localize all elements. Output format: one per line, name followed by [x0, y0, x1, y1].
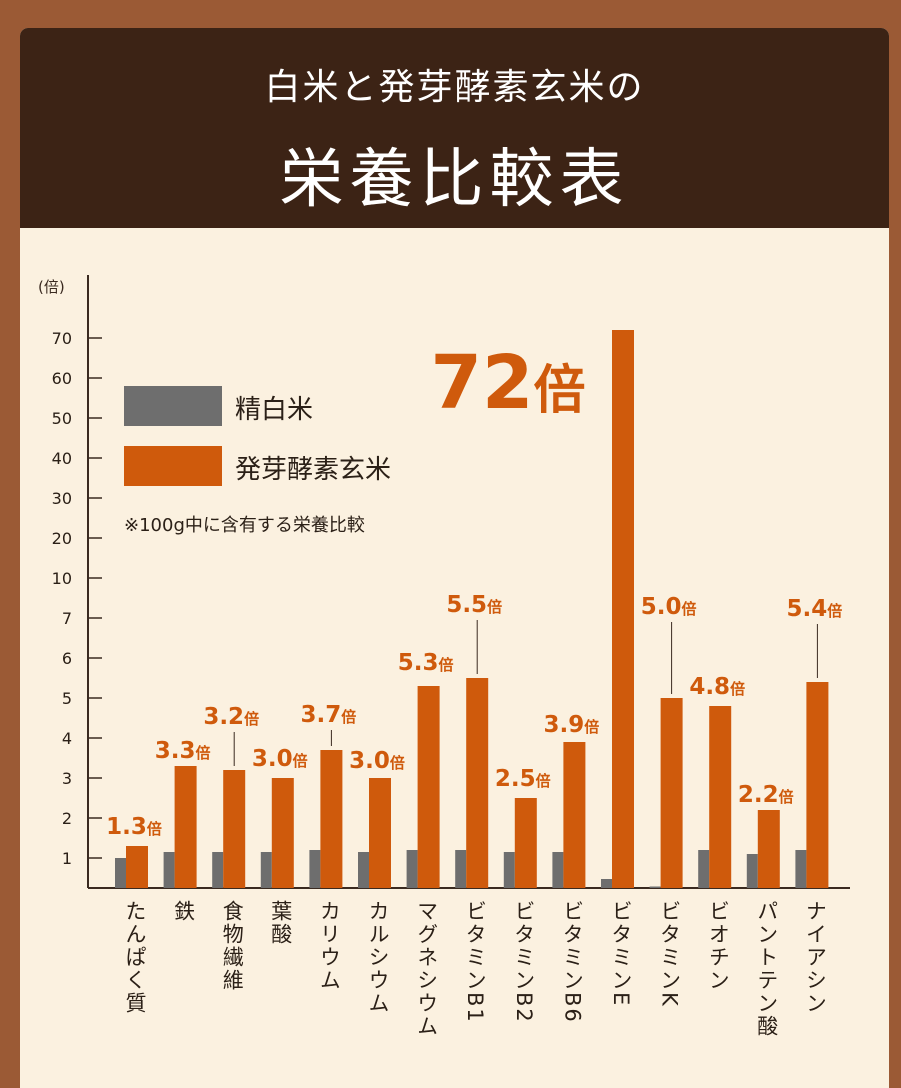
y-tick-label: 60: [52, 369, 72, 388]
data-label: 1.3倍: [106, 814, 162, 840]
y-axis-unit-label: (倍): [38, 278, 65, 296]
data-label: 3.0倍: [349, 748, 405, 774]
chart-panel: 白米と発芽酵素玄米の 栄養比較表: [20, 28, 889, 1088]
category-label: ビタミンE: [609, 900, 633, 1008]
bar-white-rice: [260, 852, 272, 888]
bar-white-rice: [358, 852, 369, 888]
y-tick-label: 10: [52, 569, 72, 588]
bar-brown-rice: [369, 778, 391, 888]
y-tick-label: 70: [52, 329, 72, 348]
data-label: 3.3倍: [155, 738, 211, 764]
bar-white-rice: [649, 886, 661, 888]
bar-brown-rice: [806, 682, 829, 888]
bar-brown-rice: [514, 798, 537, 888]
bar-brown-rice: [563, 742, 586, 888]
data-label: 5.4倍: [787, 596, 843, 622]
category-label: たんぱく質: [123, 900, 147, 1015]
y-tick-label: 30: [52, 489, 72, 508]
bar-brown-rice: [271, 778, 294, 888]
bar-white-rice: [552, 852, 564, 888]
y-tick-label: 7: [62, 609, 72, 628]
chart-header: 白米と発芽酵素玄米の 栄養比較表: [20, 28, 889, 228]
category-label: 葉酸: [268, 900, 293, 946]
chart-title-line1: 白米と発芽酵素玄米の: [264, 67, 645, 108]
data-label: 4.8倍: [689, 674, 745, 700]
category-label: ビタミンK: [657, 900, 682, 1008]
data-label: 5.3倍: [398, 650, 454, 676]
bar-white-rice: [601, 879, 612, 888]
bar-brown-rice: [174, 766, 197, 888]
category-label: ビタミンB6: [560, 900, 585, 1024]
legend-label-brown-rice: 発芽酵素玄米: [235, 455, 391, 485]
category-label: カルシウム: [366, 900, 390, 1015]
bar-brown-rice: [709, 706, 732, 888]
category-label: ビタミンB2: [511, 900, 536, 1024]
bar-white-rice: [455, 850, 467, 888]
data-label: 3.9倍: [544, 712, 600, 738]
y-tick-label: 20: [52, 529, 72, 548]
y-tick-label: 2: [62, 809, 72, 828]
category-label: ビタミンB1: [463, 900, 488, 1024]
data-label: 5.0倍: [641, 594, 697, 620]
data-label: 2.5倍: [495, 766, 551, 792]
data-label: 3.2倍: [203, 704, 259, 730]
bar-white-rice: [309, 850, 321, 888]
data-label: 3.0倍: [252, 746, 308, 772]
y-tick-label: 5: [62, 689, 72, 708]
category-label: マグネシウム: [414, 900, 439, 1038]
bar-brown-rice: [660, 698, 683, 888]
legend-swatch-brown-rice: [124, 446, 222, 486]
category-label: カリウム: [317, 900, 342, 992]
data-label: 2.2倍: [738, 782, 794, 808]
chart-title-line2: 栄養比較表: [279, 143, 630, 217]
y-tick-label: 40: [52, 449, 72, 468]
bar-white-rice: [163, 852, 175, 888]
bar-brown-rice: [417, 686, 440, 888]
legend-swatch-white-rice: [124, 386, 222, 426]
category-label: ナイアシン: [803, 900, 828, 1015]
data-label-big: 72倍: [431, 340, 586, 426]
bar-white-rice: [503, 852, 515, 888]
y-tick-label: 4: [62, 729, 72, 748]
category-label: パントテン酸: [754, 900, 779, 1038]
data-label: 3.7倍: [301, 702, 357, 728]
category-label: 食物繊維: [220, 900, 245, 992]
bar-brown-rice: [466, 678, 489, 888]
bar-white-rice: [746, 854, 758, 888]
bar-brown-rice: [223, 770, 246, 888]
y-tick-label: 3: [62, 769, 72, 788]
bar-white-rice: [795, 850, 807, 888]
y-tick-label: 1: [62, 849, 72, 868]
category-label: ビオチン: [706, 900, 731, 992]
bar-brown-rice: [320, 750, 343, 888]
y-tick-label: 6: [62, 649, 72, 668]
bar-white-rice: [115, 858, 126, 888]
bar-white-rice: [212, 852, 224, 888]
chart-note: ※100g中に含有する栄養比較: [124, 515, 365, 536]
y-tick-label: 50: [52, 409, 72, 428]
category-label: 鉄: [171, 900, 196, 923]
bar-brown-rice: [612, 330, 634, 888]
bar-white-rice: [698, 850, 710, 888]
bar-white-rice: [406, 850, 418, 888]
bar-brown-rice: [126, 846, 148, 888]
legend-label-white-rice: 精白米: [235, 395, 313, 425]
data-label: 5.5倍: [446, 592, 502, 618]
bar-brown-rice: [757, 810, 780, 888]
